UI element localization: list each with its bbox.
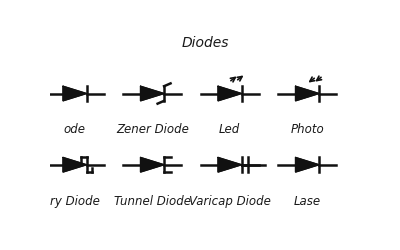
- Polygon shape: [63, 86, 86, 101]
- Text: Photo: Photo: [290, 123, 324, 136]
- Text: Zener Diode: Zener Diode: [116, 123, 189, 136]
- Text: ode: ode: [64, 123, 86, 136]
- Polygon shape: [218, 158, 242, 172]
- Polygon shape: [140, 158, 164, 172]
- Polygon shape: [296, 158, 319, 172]
- Polygon shape: [140, 86, 164, 101]
- Text: Lase: Lase: [294, 194, 321, 207]
- Polygon shape: [296, 86, 319, 101]
- Text: Led: Led: [219, 123, 240, 136]
- Text: Tunnel Diode: Tunnel Diode: [114, 194, 191, 207]
- Text: Diodes: Diodes: [181, 36, 229, 50]
- Text: ry Diode: ry Diode: [50, 194, 100, 207]
- Polygon shape: [63, 158, 86, 172]
- Polygon shape: [218, 86, 242, 101]
- Text: Varicap Diode: Varicap Diode: [189, 194, 271, 207]
